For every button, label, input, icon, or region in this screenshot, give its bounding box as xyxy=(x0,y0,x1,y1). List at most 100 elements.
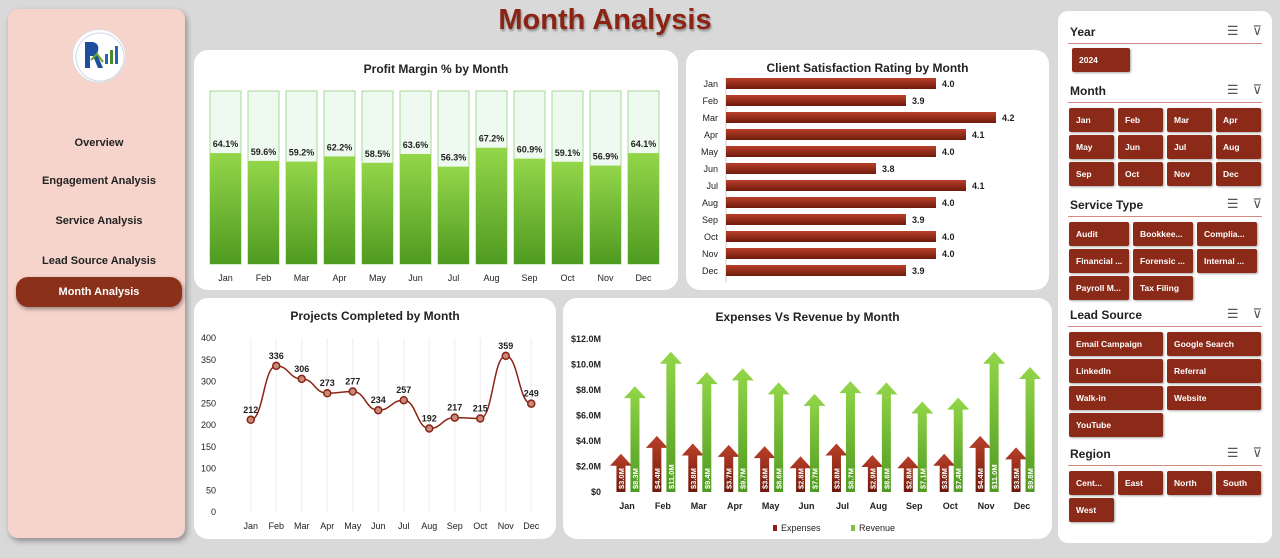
service-type-chip[interactable]: Tax Filing xyxy=(1133,276,1193,300)
data-point xyxy=(246,415,255,425)
y-tick-label: Jul xyxy=(706,181,718,191)
region-chip[interactable]: East xyxy=(1118,471,1163,495)
region-chip[interactable]: Cent... xyxy=(1069,471,1114,495)
lead-source-chip[interactable]: Referral xyxy=(1167,359,1261,383)
region-chip[interactable]: West xyxy=(1069,498,1114,522)
x-tick-label: Apr xyxy=(332,273,346,283)
clear-filter-icon[interactable]: ⊽ xyxy=(1252,82,1262,97)
data-label: 212 xyxy=(243,405,258,415)
month-chip[interactable]: Aug xyxy=(1216,135,1261,159)
y-tick-label: $10.0M xyxy=(571,360,601,370)
x-tick-label: Feb xyxy=(655,501,672,511)
month-slicer-title: Month xyxy=(1070,84,1106,98)
data-label: 64.1% xyxy=(213,139,239,149)
profit-margin-chart: 64.1% Jan 59.6% Feb 59.2% Mar 62.2% Apr 58.5% May… xyxy=(209,90,660,283)
multi-select-icon[interactable]: ☰ xyxy=(1226,82,1239,97)
data-label: $7.4M xyxy=(954,468,963,489)
profit-bar xyxy=(438,166,469,264)
year-slicer-tools: ☰ ⊽ xyxy=(1227,23,1262,39)
x-tick-label: Jan xyxy=(218,273,233,283)
expenses-revenue-title: Expenses Vs Revenue by Month xyxy=(715,310,900,324)
multi-select-icon[interactable]: ☰ xyxy=(1226,196,1239,211)
service-type-chip[interactable]: Complia... xyxy=(1197,222,1257,246)
service-slicer-tools: ☰ ⊽ xyxy=(1227,196,1262,212)
month-chip[interactable]: Nov xyxy=(1167,162,1212,186)
legend-label-revenue: Revenue xyxy=(859,523,895,533)
month-chip[interactable]: May xyxy=(1069,135,1114,159)
service-type-chip[interactable]: Payroll M... xyxy=(1069,276,1129,300)
multi-select-icon[interactable]: ☰ xyxy=(1226,445,1239,460)
month-chip[interactable]: Jan xyxy=(1069,108,1114,132)
expense-arrow xyxy=(861,455,884,492)
x-tick-label: Jun xyxy=(799,501,815,511)
data-label: $3.8M xyxy=(689,468,698,489)
y-tick-label: May xyxy=(701,147,719,157)
service-type-chip[interactable]: Bookkee... xyxy=(1133,222,1193,246)
expense-arrow xyxy=(933,453,956,492)
clear-filter-icon[interactable]: ⊽ xyxy=(1252,445,1262,460)
expense-arrow xyxy=(609,453,632,492)
multi-select-icon[interactable]: ☰ xyxy=(1226,306,1239,321)
service-type-chip[interactable]: Financial ... xyxy=(1069,249,1129,273)
clear-filter-icon[interactable]: ⊽ xyxy=(1252,23,1262,38)
x-tick-label: Nov xyxy=(597,273,614,283)
clear-filter-icon[interactable]: ⊽ xyxy=(1252,196,1262,211)
nav-engagement-analysis[interactable]: Engagement Analysis xyxy=(42,175,156,187)
y-tick-label: 400 xyxy=(201,333,216,343)
divider xyxy=(1068,326,1262,327)
satisfaction-bar xyxy=(726,112,996,123)
multi-select-icon[interactable]: ☰ xyxy=(1226,23,1239,38)
lead-slicer-title: Lead Source xyxy=(1070,308,1143,322)
region-chip[interactable]: North xyxy=(1167,471,1212,495)
lead-source-chip[interactable]: LinkedIn xyxy=(1069,359,1163,383)
data-label: 4.0 xyxy=(942,198,955,208)
y-tick-label: Mar xyxy=(703,113,719,123)
data-label: $11.0M xyxy=(990,464,999,489)
lead-source-chip[interactable]: YouTube xyxy=(1069,413,1163,437)
data-label: $7.7M xyxy=(811,468,820,489)
month-chip[interactable]: Dec xyxy=(1216,162,1261,186)
service-type-chip[interactable]: Audit xyxy=(1069,222,1129,246)
expenses-revenue-chart: $0 $2.0M $4.0M $6.0M $8.0M $10.0M $12.0M $3.0M $… xyxy=(571,334,1042,533)
year-chip[interactable]: 2024 xyxy=(1072,48,1130,72)
expense-arrow xyxy=(825,443,848,492)
x-tick-label: Aug xyxy=(421,521,437,531)
data-label: 4.0 xyxy=(942,249,955,259)
region-chip[interactable]: South xyxy=(1216,471,1261,495)
data-label: 277 xyxy=(345,377,360,387)
service-type-chip[interactable]: Forensic ... xyxy=(1133,249,1193,273)
data-label: 4.0 xyxy=(942,79,955,89)
nav-lead-source-analysis[interactable]: Lead Source Analysis xyxy=(42,255,156,267)
y-tick-label: Jan xyxy=(703,79,718,89)
nav-service-analysis[interactable]: Service Analysis xyxy=(55,215,143,227)
month-chip[interactable]: Sep xyxy=(1069,162,1114,186)
sidebar: Overview Engagement Analysis Service Ana… xyxy=(8,9,185,538)
lead-source-chip[interactable]: Google Search xyxy=(1167,332,1261,356)
lead-source-chip[interactable]: Walk-in xyxy=(1069,386,1163,410)
y-tick-label: 300 xyxy=(201,377,216,387)
month-chip[interactable]: Feb xyxy=(1118,108,1163,132)
lead-source-chip[interactable]: Email Campaign xyxy=(1069,332,1163,356)
data-label: $3.8M xyxy=(832,468,841,489)
y-tick-label: Sep xyxy=(702,215,718,225)
month-chip[interactable]: Apr xyxy=(1216,108,1261,132)
data-label: 3.8 xyxy=(882,164,895,174)
satisfaction-bar xyxy=(726,248,936,259)
data-point xyxy=(527,399,536,408)
month-chip[interactable]: Jun xyxy=(1118,135,1163,159)
nav-month-analysis[interactable]: Month Analysis xyxy=(16,277,182,307)
clear-filter-icon[interactable]: ⊽ xyxy=(1252,306,1262,321)
month-chip[interactable]: Mar xyxy=(1167,108,1212,132)
client-satisfaction-card: Client Satisfaction Rating by Month 4.0 J… xyxy=(686,50,1049,290)
lead-source-chip[interactable]: Website xyxy=(1167,386,1261,410)
satisfaction-bar xyxy=(726,146,936,157)
month-chip[interactable]: Jul xyxy=(1167,135,1212,159)
service-type-chip[interactable]: Internal ... xyxy=(1197,249,1257,273)
data-label: 234 xyxy=(371,395,386,405)
month-chip[interactable]: Oct xyxy=(1118,162,1163,186)
nav-overview[interactable]: Overview xyxy=(74,137,124,149)
y-tick-label: Dec xyxy=(702,266,719,276)
revenue-arrow xyxy=(803,393,826,492)
y-tick-label: $4.0M xyxy=(576,436,601,446)
x-tick-label: Jan xyxy=(243,521,258,531)
